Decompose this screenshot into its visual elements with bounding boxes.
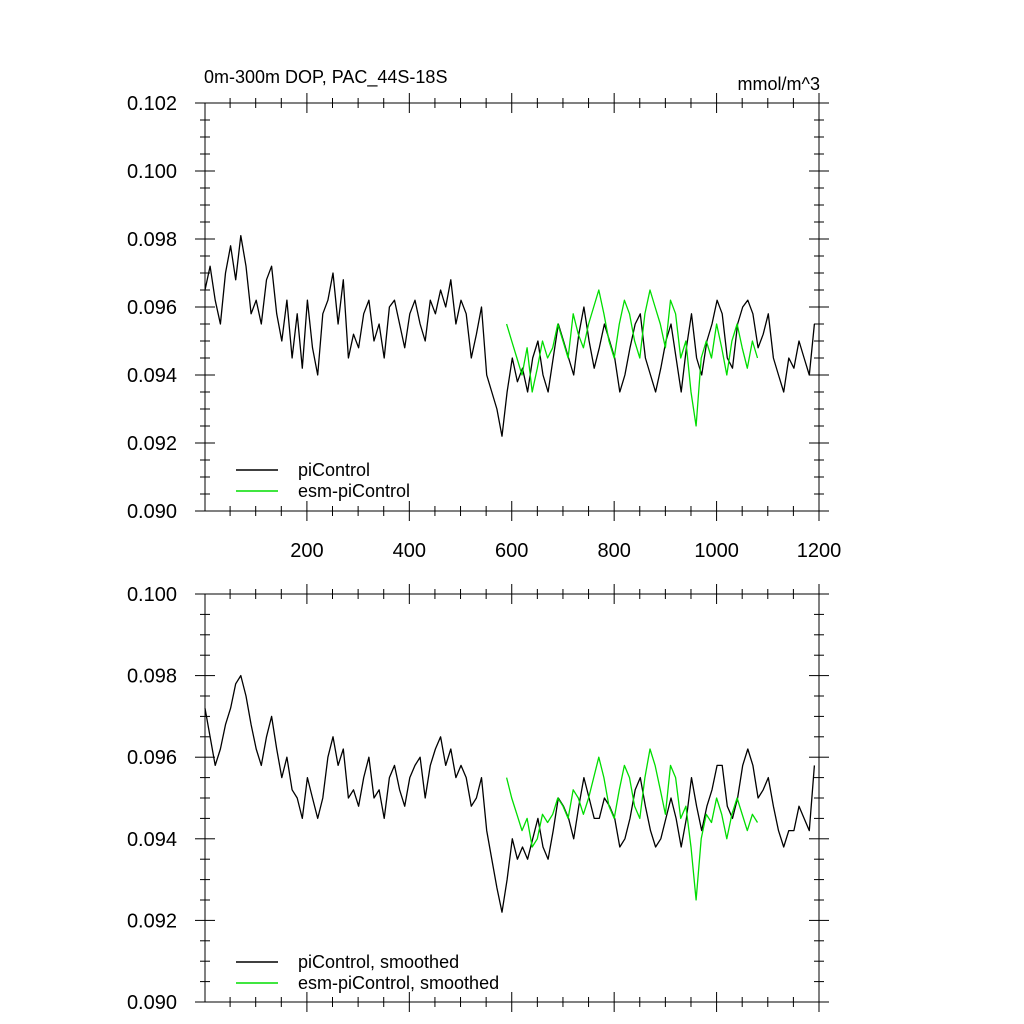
x-tick-labels-top: 200 400 600 800 1000 1200 bbox=[290, 540, 841, 562]
y-tick-labels-bottom: 0.090 0.092 0.094 0.096 0.098 0.100 bbox=[127, 584, 177, 1014]
y-tick-label: 0.100 bbox=[127, 161, 177, 183]
y-tick-label: 0.090 bbox=[127, 501, 177, 523]
series-line-esm-picontrol bbox=[505, 748, 759, 901]
series-line-picontrol bbox=[204, 234, 816, 437]
units-label: mmol/m^3 bbox=[738, 74, 820, 94]
legend-label: piControl, smoothed bbox=[298, 952, 459, 972]
y-tick-label: 0.092 bbox=[127, 910, 177, 932]
series-group-bottom bbox=[204, 674, 816, 913]
top-panel: 0m-300m DOP, PAC_44S-18S mmol/m^3 0.0900… bbox=[127, 67, 841, 562]
chart-title: 0m-300m DOP, PAC_44S-18S bbox=[204, 67, 447, 88]
tick-group-top bbox=[195, 93, 829, 521]
y-tick-label: 0.096 bbox=[127, 297, 177, 319]
x-tick-label: 400 bbox=[393, 540, 426, 562]
y-tick-label: 0.098 bbox=[127, 229, 177, 251]
series-line-picontrol bbox=[204, 674, 816, 913]
legend-label: piControl bbox=[298, 460, 370, 480]
legend-label: esm-piControl bbox=[298, 481, 410, 501]
x-tick-label: 600 bbox=[495, 540, 528, 562]
plot-frame-top bbox=[204, 102, 820, 512]
x-tick-label: 1000 bbox=[694, 540, 739, 562]
y-tick-label: 0.102 bbox=[127, 93, 177, 115]
bottom-panel: 0.090 0.092 0.094 0.096 0.098 0.100 piControl… bbox=[127, 584, 829, 1014]
legend-label: esm-piControl, smoothed bbox=[298, 973, 499, 993]
series-group-top bbox=[204, 234, 816, 437]
y-tick-label: 0.100 bbox=[127, 584, 177, 606]
y-tick-label: 0.094 bbox=[127, 365, 177, 387]
x-tick-label: 200 bbox=[290, 540, 323, 562]
y-tick-label: 0.096 bbox=[127, 747, 177, 769]
x-tick-label: 1200 bbox=[797, 540, 842, 562]
series-line-esm-picontrol bbox=[505, 289, 759, 427]
y-tick-label: 0.098 bbox=[127, 666, 177, 688]
x-tick-label: 800 bbox=[597, 540, 630, 562]
y-tick-labels-top: 0.090 0.092 0.094 0.096 0.098 0.100 0.102 bbox=[127, 93, 177, 523]
y-tick-label: 0.092 bbox=[127, 433, 177, 455]
y-tick-label: 0.090 bbox=[127, 992, 177, 1014]
y-tick-label: 0.094 bbox=[127, 829, 177, 851]
